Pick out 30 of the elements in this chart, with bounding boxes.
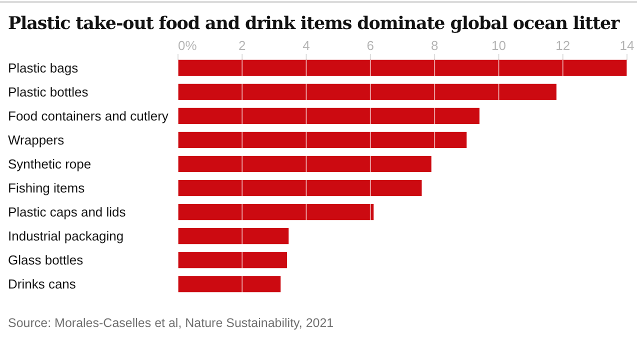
y-tick-label: Plastic bottles (8, 84, 89, 100)
y-tick-label: Synthetic rope (8, 156, 92, 172)
x-tick-label: 4 (302, 38, 310, 53)
y-tick-label: Fishing items (8, 180, 86, 196)
x-tick-label: 12 (556, 38, 570, 53)
x-tick-label: 6 (366, 38, 374, 53)
bar (178, 156, 432, 172)
source-note: Source: Morales-Caselles et al, Nature Sustainability, 2021 (8, 316, 334, 330)
bar (178, 276, 281, 292)
x-tick-label: 0% (178, 38, 198, 53)
bar (178, 228, 289, 244)
chart-title: Plastic take-out food and drink items dominate global ocean litter (8, 14, 620, 34)
x-tick-label: 10 (491, 38, 506, 53)
y-tick-label: Wrappers (8, 132, 65, 148)
bar (178, 84, 556, 100)
bar (178, 60, 627, 76)
y-tick-label: Industrial packaging (8, 228, 124, 244)
bar (178, 204, 374, 220)
x-tick-label: 8 (430, 38, 438, 53)
y-tick-label: Food containers and cutlery (8, 108, 169, 124)
bar (178, 180, 422, 196)
y-tick-label: Plastic bags (8, 60, 79, 76)
y-tick-label: Plastic caps and lids (8, 204, 126, 220)
bar (178, 252, 288, 268)
y-tick-label: Drinks cans (8, 276, 76, 292)
x-tick-label: 14 (620, 38, 634, 53)
bar (178, 108, 480, 124)
y-tick-label: Glass bottles (8, 252, 84, 268)
x-tick-label: 2 (238, 38, 246, 53)
bar (178, 132, 467, 148)
